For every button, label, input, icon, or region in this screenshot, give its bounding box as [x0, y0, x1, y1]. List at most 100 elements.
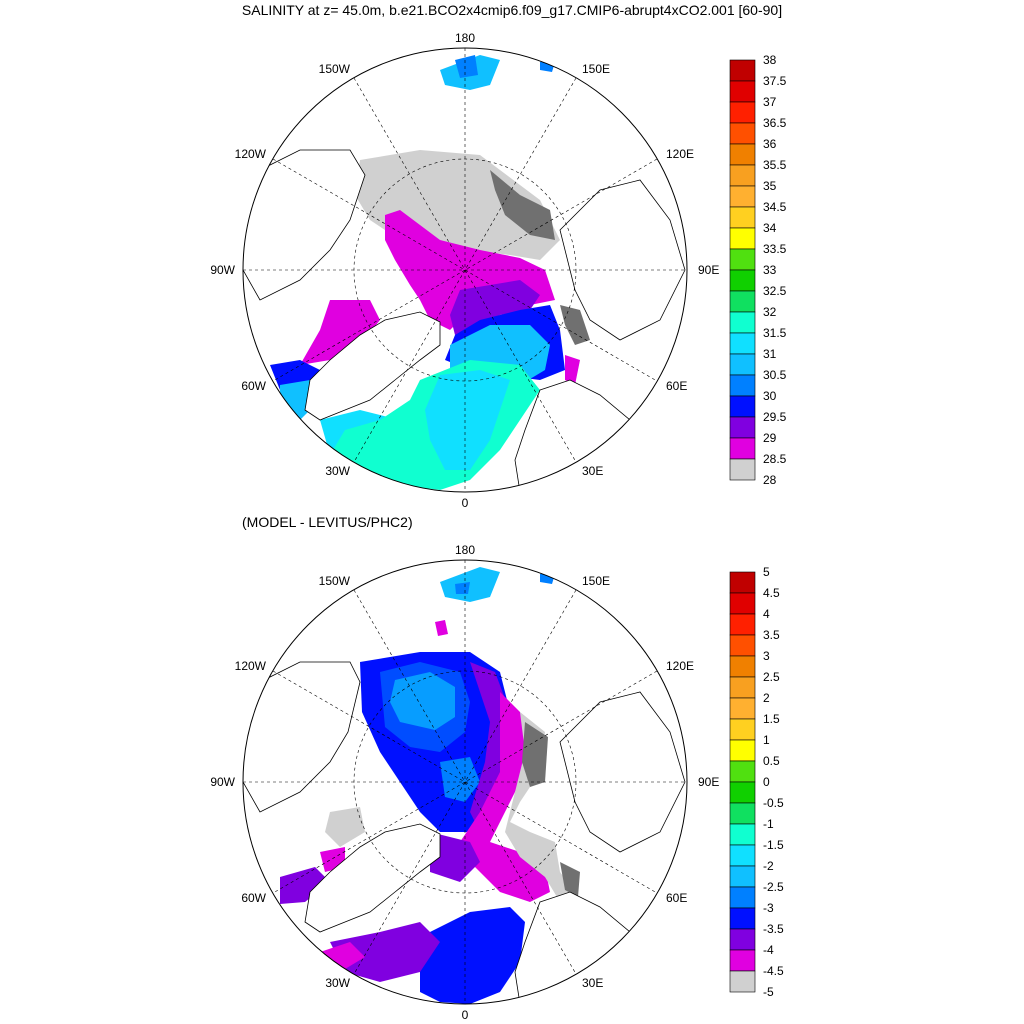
colorbar-difference-swatch: [729, 781, 756, 804]
colorbar-salinity-label: 35: [763, 179, 777, 193]
colorbar-salinity-label: 28: [763, 473, 777, 487]
lon-label-0: 0: [462, 496, 469, 510]
colorbar-difference-label: 1.5: [763, 712, 780, 726]
colorbar-salinity-label: 38: [763, 53, 777, 67]
colorbar-difference-label: 2.5: [763, 670, 780, 684]
colorbar-difference-swatch: [729, 718, 756, 741]
colorbar-salinity-label: 34.5: [763, 200, 787, 214]
colorbar-salinity: 38 37.5 37 36.5 36 35.5 35 34.5 34 33.5 33 32.5 32 31…: [729, 53, 787, 487]
lon-label-120w: 120W: [235, 659, 267, 673]
colorbar-salinity-swatch: [729, 185, 756, 208]
lon-label-90w: 90W: [210, 775, 235, 789]
longitude-labels: 180 0 90W 90E 150W 120W 150E 120E 60W 30…: [210, 543, 719, 1022]
lon-label-90w: 90W: [210, 263, 235, 277]
colorbar-salinity-swatch: [729, 395, 756, 418]
colorbar-salinity-swatch: [729, 290, 756, 313]
colorbar-difference-swatch: [729, 592, 756, 615]
lon-label-60w: 60W: [241, 891, 266, 905]
colorbar-difference-swatch: [729, 907, 756, 930]
lon-label-30e: 30E: [582, 976, 603, 990]
colorbar-difference-swatch: [729, 655, 756, 678]
colorbar-salinity-swatch: [729, 269, 756, 292]
colorbar-salinity-label: 31: [763, 347, 777, 361]
lon-label-60e: 60E: [666, 891, 687, 905]
lon-label-120w: 120W: [235, 147, 267, 161]
colorbar-salinity-swatch: [729, 374, 756, 397]
colorbar-difference-label: -1.5: [763, 838, 784, 852]
colorbar-difference-swatch: [729, 739, 756, 762]
colorbar-difference-label: 3: [763, 649, 770, 663]
colorbar-salinity-label: 28.5: [763, 452, 787, 466]
colorbar-difference-label: 1: [763, 733, 770, 747]
colorbar-difference-swatch: [729, 697, 756, 720]
colorbar-difference-label: -1: [763, 817, 774, 831]
colorbar-salinity-label: 30: [763, 389, 777, 403]
colorbar-salinity-label: 29.5: [763, 410, 787, 424]
lon-label-150w: 150W: [319, 62, 351, 76]
lon-label-0: 0: [462, 1008, 469, 1022]
colorbar-difference-swatch: [729, 844, 756, 867]
difference-field: [243, 567, 686, 1004]
colorbar-salinity-swatch: [729, 437, 756, 460]
difference-subtitle: (MODEL - LEVITUS/PHC2): [242, 514, 413, 530]
lon-label-30w: 30W: [325, 976, 350, 990]
lon-label-30w: 30W: [325, 464, 350, 478]
colorbar-salinity-label: 32.5: [763, 284, 787, 298]
colorbar-difference-label: -4: [763, 943, 774, 957]
colorbar-salinity-swatch: [729, 80, 756, 103]
longitude-labels: 180 0 90W 90E 150W 120W 150E 120E 60W 30…: [210, 31, 719, 510]
colorbar-salinity-label: 35.5: [763, 158, 787, 172]
graticule: [243, 560, 687, 1004]
lon-label-60w: 60W: [241, 379, 266, 393]
colorbar-difference: 5 4.5 4 3.5 3 2.5 2 1.5 1 0.5 0 -0.5 -1 -1.5 -2 -2.5 -3 -…: [729, 565, 784, 999]
graticule: [243, 48, 687, 492]
colorbar-difference-label: 4.5: [763, 586, 780, 600]
colorbar-difference-swatch: [729, 571, 756, 594]
lon-label-90e: 90E: [698, 775, 719, 789]
colorbar-difference-swatch: [729, 676, 756, 699]
salinity-field: [243, 55, 686, 492]
figure-title: SALINITY at z= 45.0m, b.e21.BCO2x4cmip6.…: [241, 2, 783, 18]
lon-label-90e: 90E: [698, 263, 719, 277]
colorbar-salinity-swatch: [729, 101, 756, 124]
colorbar-salinity-swatch: [729, 206, 756, 229]
colorbar-difference-label: -2: [763, 859, 774, 873]
colorbar-salinity-label: 37: [763, 95, 777, 109]
colorbar-salinity-label: 36.5: [763, 116, 787, 130]
colorbar-salinity-label: 36: [763, 137, 777, 151]
colorbar-difference-label: 0.5: [763, 754, 780, 768]
colorbar-difference-label: 3.5: [763, 628, 780, 642]
colorbar-difference-label: 4: [763, 607, 770, 621]
colorbar-salinity-label: 29: [763, 431, 777, 445]
colorbar-difference-swatch: [729, 970, 756, 993]
colorbar-salinity-label: 30.5: [763, 368, 787, 382]
colorbar-salinity-label: 33.5: [763, 242, 787, 256]
lon-label-150w: 150W: [319, 574, 351, 588]
colorbar-salinity-swatch: [729, 122, 756, 145]
colorbar-difference-label: 0: [763, 775, 770, 789]
colorbar-difference-swatch: [729, 886, 756, 909]
difference-map-panel: 180 0 90W 90E 150W 120W 150E 120E 60W 30…: [0, 512, 1024, 1024]
lon-label-150e: 150E: [582, 62, 610, 76]
lon-label-180: 180: [455, 543, 475, 557]
colorbar-salinity-label: 34: [763, 221, 777, 235]
colorbar-salinity-swatch: [729, 332, 756, 355]
colorbar-salinity-label: 31.5: [763, 326, 787, 340]
map-boundary: [242, 559, 688, 1005]
colorbar-difference-swatch: [729, 760, 756, 783]
salinity-map-panel: 180 0 90W 90E 150W 120W 150E 120E 60W 30…: [210, 31, 787, 510]
lon-label-180: 180: [455, 31, 475, 45]
colorbar-difference-label: 2: [763, 691, 770, 705]
lon-label-120e: 120E: [666, 147, 694, 161]
lon-label-30e: 30E: [582, 464, 603, 478]
colorbar-difference-label: -0.5: [763, 796, 784, 810]
colorbar-salinity-swatch: [729, 59, 756, 82]
colorbar-difference-label: -3.5: [763, 922, 784, 936]
colorbar-difference-swatch: [729, 865, 756, 888]
lon-label-60e: 60E: [666, 379, 687, 393]
map-boundary: [242, 47, 688, 493]
colorbar-difference-swatch: [729, 823, 756, 846]
colorbar-salinity-swatch: [729, 164, 756, 187]
colorbar-salinity-swatch: [729, 143, 756, 166]
colorbar-salinity-label: 32: [763, 305, 777, 319]
